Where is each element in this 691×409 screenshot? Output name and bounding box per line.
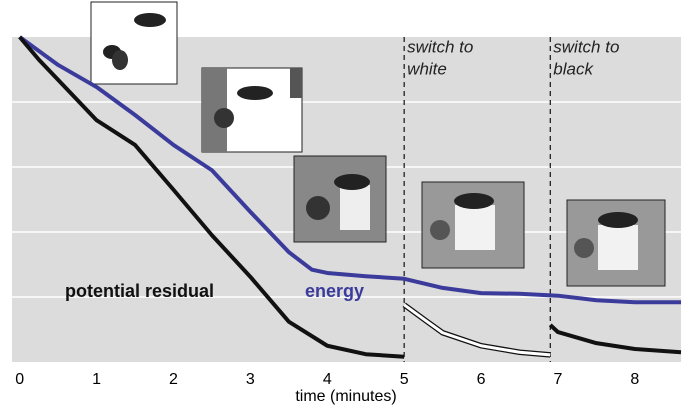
legend-label: energy xyxy=(305,281,364,301)
line xyxy=(18,35,405,359)
x-tick-label: 5 xyxy=(400,371,409,388)
annotation: black xyxy=(553,59,594,78)
inset-image xyxy=(293,155,387,243)
x-tick-label: 8 xyxy=(630,371,639,388)
annotation: switch to xyxy=(407,37,473,56)
x-tick-label: 6 xyxy=(477,371,486,388)
x-tick-label: 2 xyxy=(169,371,178,388)
line xyxy=(403,303,551,357)
annotation: white xyxy=(407,59,447,78)
inset-image xyxy=(421,181,525,269)
annotation: switch to xyxy=(553,37,619,56)
x-axis-label: time (minutes) xyxy=(295,388,396,405)
inset-image xyxy=(90,1,178,85)
x-tick-label: 0 xyxy=(15,371,24,388)
x-tick-label: 4 xyxy=(323,371,332,388)
x-tick-label: 1 xyxy=(92,371,101,388)
x-tick-label: 7 xyxy=(554,371,563,388)
inset-image xyxy=(566,199,666,287)
line xyxy=(18,35,681,305)
legend-label: potential residual xyxy=(65,281,214,301)
x-tick-label: 3 xyxy=(246,371,255,388)
insets xyxy=(90,1,666,287)
line xyxy=(548,323,682,355)
inset-image xyxy=(201,67,303,153)
